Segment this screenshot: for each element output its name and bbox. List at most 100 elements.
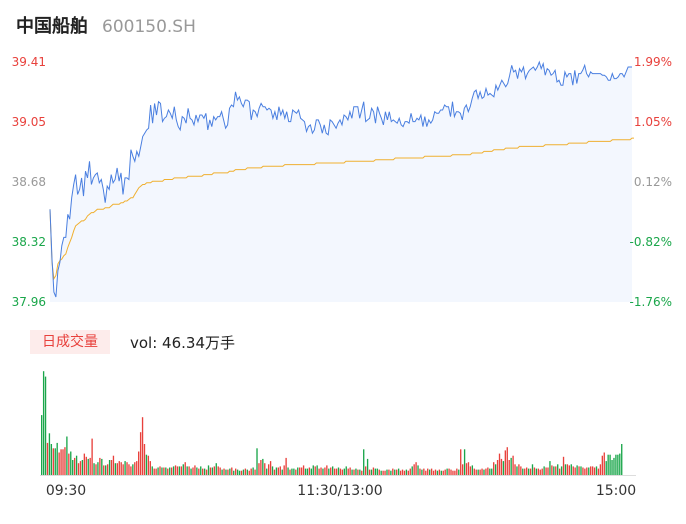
volume-bar	[432, 470, 435, 475]
volume-bar	[295, 469, 297, 475]
volume-bar	[475, 469, 477, 475]
volume-bar	[244, 468, 247, 475]
volume-bar	[566, 464, 569, 475]
volume-bar	[73, 457, 76, 475]
volume-bar	[619, 453, 621, 475]
volume-bar	[555, 466, 557, 475]
volume-bar	[97, 462, 99, 475]
volume-bar	[361, 470, 363, 475]
volume-bar	[167, 468, 169, 475]
volume-bar	[273, 469, 276, 475]
volume-bar	[287, 467, 289, 475]
volume-bar	[568, 465, 571, 475]
volume-bar	[112, 455, 115, 475]
volume-bar	[332, 466, 334, 475]
volume-bar	[500, 458, 503, 475]
volume-bar	[399, 470, 402, 475]
volume-bar	[531, 464, 534, 475]
volume-bar	[260, 460, 262, 475]
volume-bar	[370, 469, 373, 475]
volume-bar	[522, 468, 524, 475]
volume-bar	[151, 466, 153, 475]
volume-bar	[421, 469, 423, 475]
volume-bar	[138, 451, 140, 475]
volume-bar	[194, 465, 196, 475]
volume-bar	[60, 449, 62, 475]
volume-bar	[512, 455, 514, 475]
volume-bar	[345, 466, 347, 475]
volume-bar	[442, 470, 444, 475]
volume-bar	[122, 464, 124, 475]
volume-bar	[326, 465, 328, 475]
volume-bar	[289, 469, 291, 475]
volume-bar	[258, 463, 260, 475]
y-tick-label: 38.32	[12, 235, 46, 249]
y-tick-label: 39.41	[12, 55, 46, 69]
x-tick-label: 11:30/13:00	[297, 483, 382, 499]
volume-bar	[363, 449, 365, 475]
volume-bar	[576, 465, 578, 475]
avg-price-line	[49, 137, 634, 281]
volume-bar	[68, 453, 70, 475]
volume-bar	[394, 469, 396, 475]
volume-bar	[411, 466, 413, 475]
volume-bar	[366, 458, 369, 475]
volume-bar	[584, 468, 586, 475]
volume-bar	[386, 469, 388, 475]
y-tick-label: 37.96	[12, 295, 46, 309]
volume-bar	[405, 469, 408, 475]
volume-bar	[205, 469, 208, 475]
volume-bar	[613, 457, 615, 475]
volume-bar	[149, 461, 151, 475]
volume-bar	[300, 467, 303, 475]
volume-bar	[250, 468, 252, 475]
volume-bar	[293, 468, 295, 475]
volume-bar	[357, 469, 359, 475]
volume-bar	[359, 469, 361, 475]
volume-bar	[320, 467, 322, 475]
volume-bar	[434, 469, 437, 475]
volume-bar	[105, 465, 107, 475]
volume-bar	[271, 466, 274, 475]
volume-bar	[460, 449, 462, 475]
volume-bar	[77, 463, 80, 475]
volume-bar	[108, 460, 111, 475]
daily-volume-tab[interactable]: 日成交量	[30, 330, 110, 354]
volume-bar	[75, 455, 78, 475]
volume-bar	[337, 467, 340, 475]
volume-bar	[547, 467, 549, 475]
volume-bar	[496, 460, 499, 475]
volume-bar	[324, 467, 326, 475]
volume-bar	[615, 454, 617, 475]
volume-bar	[48, 433, 51, 475]
volume-bar	[539, 469, 541, 475]
volume-bar	[233, 470, 235, 475]
y-tick-label: 39.05	[12, 115, 46, 129]
volume-bar	[551, 465, 553, 475]
price-area	[50, 62, 632, 302]
volume-bar	[407, 470, 409, 475]
volume-bar	[219, 467, 221, 475]
volume-bar	[351, 469, 353, 475]
volume-bar	[343, 468, 345, 475]
volume-bar	[397, 468, 400, 475]
volume-bar	[564, 464, 567, 475]
volume-bar	[349, 467, 351, 475]
stock-name: 中国船舶	[16, 16, 88, 37]
volume-bar	[483, 469, 485, 475]
volume-bar	[101, 458, 103, 475]
volume-bar	[215, 463, 217, 475]
volume-bar	[264, 463, 266, 475]
volume-bar	[506, 447, 508, 475]
volume-bar	[114, 463, 117, 475]
volume-bar	[318, 468, 320, 475]
volume-bar	[169, 467, 171, 475]
volume-bar	[200, 466, 202, 475]
volume-bar	[172, 466, 175, 475]
volume-bar	[93, 463, 95, 475]
volume-bar	[384, 470, 386, 475]
volume-bar	[256, 448, 258, 476]
volume-bar	[333, 468, 336, 475]
volume-bar	[225, 469, 227, 475]
